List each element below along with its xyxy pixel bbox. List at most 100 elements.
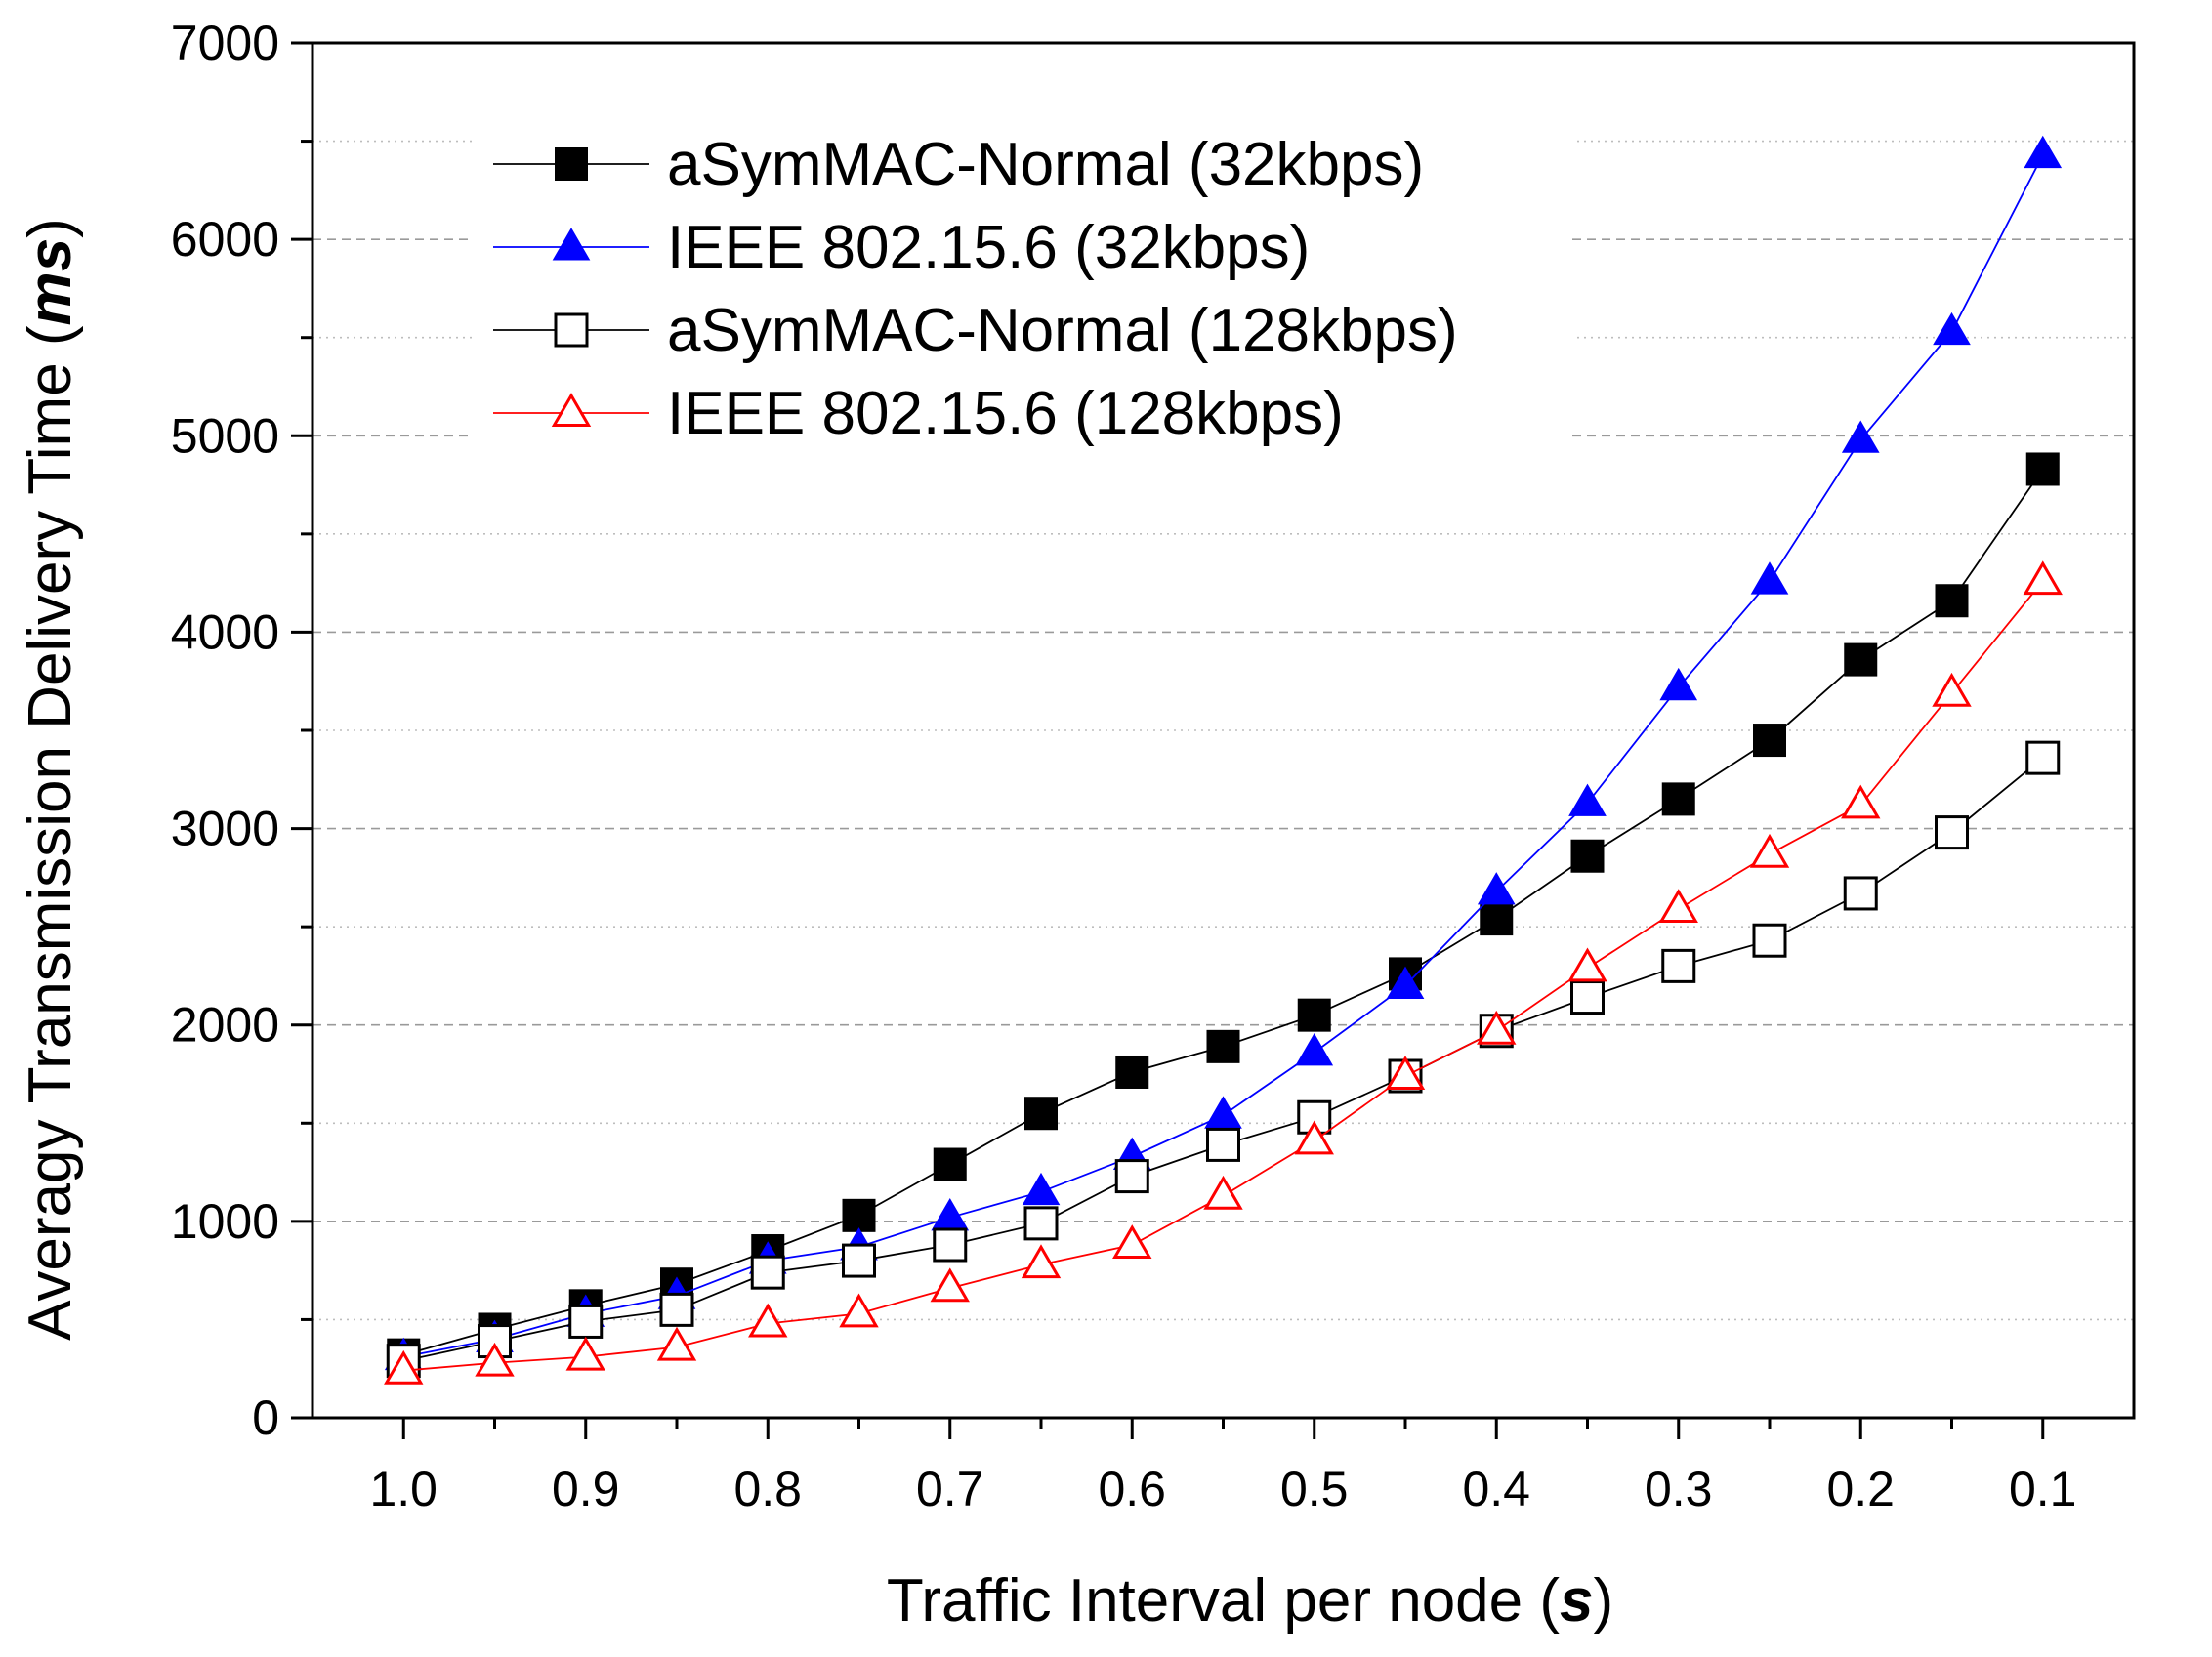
series-4-point <box>1932 672 1972 707</box>
series-1-point <box>1935 584 1969 618</box>
series-1-point <box>1570 839 1605 873</box>
x-tick-label: 0.5 <box>1280 1462 1349 1516</box>
series-2-point <box>1022 1172 1061 1206</box>
series-4-point <box>1203 1175 1243 1210</box>
legend-marker <box>552 228 591 261</box>
series-4 <box>384 560 2063 1385</box>
series-3-point <box>1661 948 1696 983</box>
y-axis-unit: ms <box>17 238 84 326</box>
series-4-point <box>656 1326 697 1361</box>
x-tick-label: 0.9 <box>552 1462 620 1516</box>
tick-layer: 0 1000 2000 3000 4000 5000 6000 7000 1.0 0.9 0.8 0.… <box>171 16 2077 1516</box>
y-tick-label: 6000 <box>171 212 279 267</box>
legend-marker <box>554 312 589 348</box>
series-4-point <box>839 1293 879 1328</box>
x-tick-label: 0.4 <box>1462 1462 1530 1516</box>
series-3-point <box>1752 923 1787 958</box>
y-tick-label: 1000 <box>171 1194 279 1249</box>
series-2-point <box>1295 1033 1334 1066</box>
y-tick-label: 7000 <box>171 16 279 70</box>
x-tick-label: 0.1 <box>2009 1462 2077 1516</box>
series-4-point <box>1658 889 1698 924</box>
x-tick-label: 0.2 <box>1826 1462 1895 1516</box>
series-4-point <box>1477 1010 1517 1045</box>
series-4-point <box>1112 1224 1152 1259</box>
series-1-point <box>842 1198 876 1232</box>
legend-marker <box>555 147 588 181</box>
series-4-point <box>565 1336 605 1371</box>
series-1-point <box>1480 902 1514 936</box>
legend-background <box>474 107 1572 469</box>
series-1 <box>387 452 2060 1372</box>
series-4-point <box>2023 560 2063 596</box>
series-2-point <box>1933 311 1971 346</box>
y-axis-title: Averagy Transmission Delivery Time (ms) <box>17 218 84 1341</box>
series-4-point <box>748 1303 788 1338</box>
series-2-point <box>1204 1096 1242 1129</box>
y-tick-label: 4000 <box>171 604 279 659</box>
series-4-point <box>1385 1056 1426 1091</box>
series-4-point <box>1294 1120 1334 1155</box>
series-3-point <box>1935 815 1969 850</box>
legend-item-3: aSymMAC-Normal (128kbps) <box>493 297 1458 364</box>
series-4-line <box>403 580 2044 1372</box>
series-2-point <box>1386 966 1425 999</box>
series-1-point <box>1024 1097 1058 1131</box>
series-4-point <box>1841 784 1881 819</box>
series-3-point <box>1843 876 1878 911</box>
series-1-point <box>2025 452 2060 486</box>
legend-item-1: aSymMAC-Normal (32kbps) <box>493 131 1424 198</box>
series-4-point <box>475 1342 515 1377</box>
series-2-point <box>1477 872 1516 905</box>
series-1-point <box>933 1147 967 1181</box>
series-1-point <box>1661 782 1695 816</box>
series-3-point <box>842 1243 876 1278</box>
series-1-point <box>1753 724 1786 758</box>
y-axis-title-text: Averagy Transmission Delivery Time <box>17 362 84 1341</box>
series-3-point <box>933 1227 968 1263</box>
series-2-point <box>1841 420 1880 453</box>
series-4-point <box>930 1267 970 1303</box>
legend-item-4: IEEE 802.15.6 (128kbps) <box>493 380 1344 447</box>
series-2-point <box>1659 667 1698 701</box>
y-tick-label: 3000 <box>171 802 279 856</box>
series-3-point <box>1206 1127 1240 1162</box>
legend-item-2: IEEE 802.15.6 (32kbps) <box>493 214 1310 281</box>
series-4-point <box>1749 833 1790 868</box>
y-tick-label: 2000 <box>171 998 279 1053</box>
y-tick-label: 0 <box>252 1390 279 1445</box>
series-1-point <box>1297 998 1331 1032</box>
legend-label: aSymMAC-Normal (32kbps) <box>667 131 1424 198</box>
series-3-point <box>1023 1206 1059 1241</box>
series-4-point <box>1021 1244 1062 1279</box>
series-2-point <box>1750 561 1789 595</box>
y-tick-label: 5000 <box>171 408 279 463</box>
series-3-point <box>659 1292 694 1327</box>
series-2-point <box>2024 135 2063 169</box>
series-3-point <box>750 1255 785 1290</box>
series-1-point <box>1206 1029 1240 1063</box>
x-axis-title-text: Traffic Interval per node <box>887 1567 1523 1635</box>
x-tick-label: 0.8 <box>733 1462 802 1516</box>
series-layer <box>384 135 2063 1385</box>
series-3-point <box>2025 740 2061 775</box>
legend-label: IEEE 802.15.6 (128kbps) <box>667 380 1344 447</box>
series-3-point <box>1570 980 1605 1015</box>
series-4-point <box>384 1349 424 1385</box>
legend: aSymMAC-Normal (32kbps) IEEE 802.15.6 (32… <box>474 107 1572 469</box>
legend-marker <box>551 393 592 427</box>
series-3-point <box>1114 1159 1149 1194</box>
x-tick-label: 1.0 <box>369 1462 438 1516</box>
x-axis-unit: s <box>1560 1567 1593 1635</box>
series-4-point <box>1567 947 1607 982</box>
series-1-point <box>1115 1055 1149 1089</box>
x-tick-label: 0.7 <box>916 1462 984 1516</box>
x-tick-label: 0.3 <box>1645 1462 1713 1516</box>
series-3-point <box>568 1304 604 1339</box>
series-2-point <box>1568 783 1607 816</box>
legend-label: IEEE 802.15.6 (32kbps) <box>667 214 1310 281</box>
legend-label: aSymMAC-Normal (128kbps) <box>667 297 1458 364</box>
x-axis-title: Traffic Interval per node (s) <box>887 1567 1613 1635</box>
